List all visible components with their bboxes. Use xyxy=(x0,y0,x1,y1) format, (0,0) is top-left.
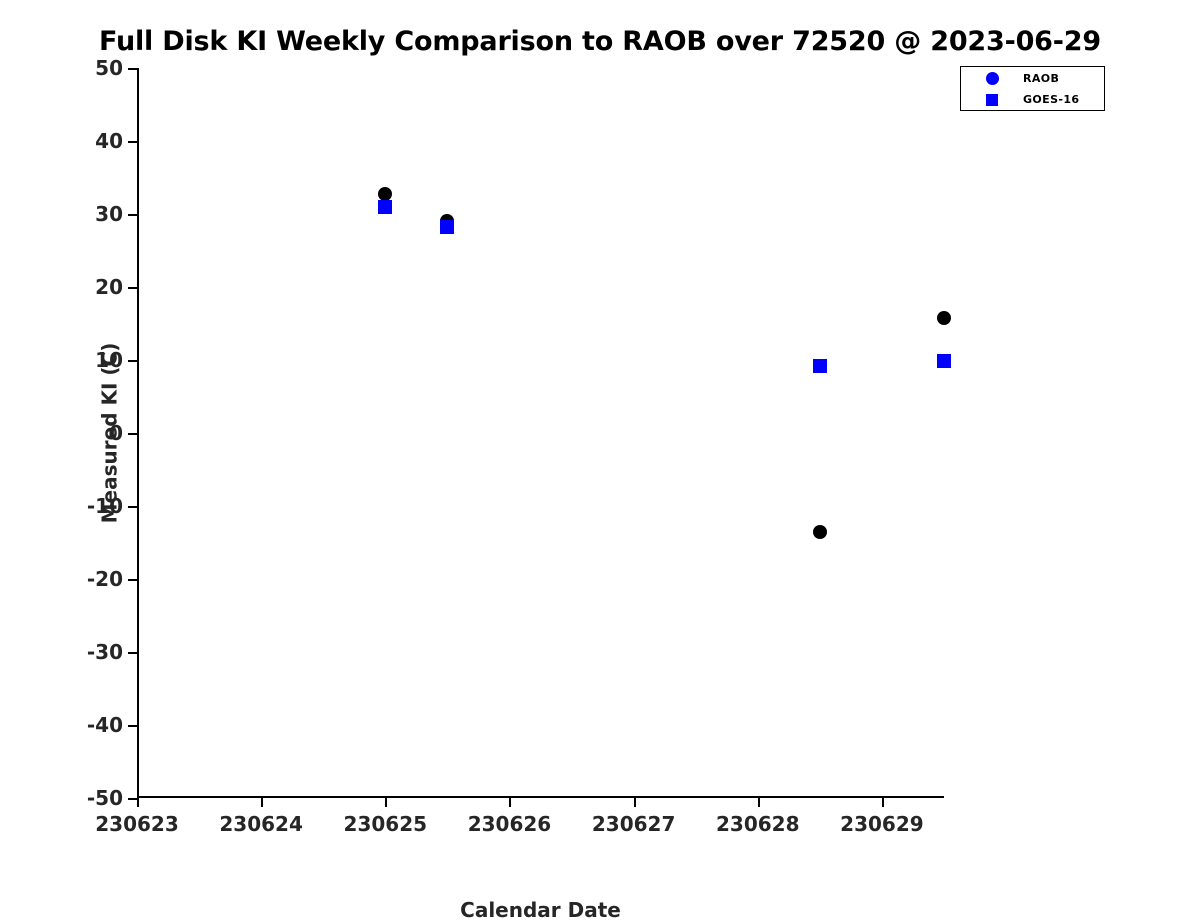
data-point-raob xyxy=(378,186,393,201)
y-tick-mark xyxy=(128,141,137,143)
page-title: Full Disk KI Weekly Comparison to RAOB o… xyxy=(99,26,1101,57)
y-axis-label: Measured KI (C) xyxy=(97,342,122,524)
y-tick-mark xyxy=(128,360,137,362)
y-tick-label: 30 xyxy=(95,202,123,226)
data-point-goes-16 xyxy=(378,199,393,214)
y-tick-mark xyxy=(128,287,137,289)
legend-item-goes-16[interactable]: GOES-16 xyxy=(961,89,1104,110)
legend-label: RAOB xyxy=(1023,72,1060,85)
x-tick-mark xyxy=(509,798,512,807)
x-tick-mark xyxy=(137,798,139,807)
y-tick-label: -40 xyxy=(86,713,123,737)
y-tick-label: -30 xyxy=(86,640,123,664)
legend[interactable]: RAOB GOES-16 xyxy=(960,66,1105,111)
y-tick-label: 10 xyxy=(95,348,123,372)
data-point-raob xyxy=(812,524,827,539)
legend-marker-container xyxy=(961,72,1023,85)
x-tick-label: 230623 xyxy=(95,812,179,836)
y-tick-label: -10 xyxy=(86,494,123,518)
y-tick-mark xyxy=(128,506,137,508)
legend-label: GOES-16 xyxy=(1023,93,1080,106)
data-point-goes-16 xyxy=(440,220,455,235)
data-point-raob xyxy=(937,310,951,325)
x-tick-mark xyxy=(385,798,388,807)
legend-circle-icon xyxy=(985,72,999,85)
y-tick-label: 0 xyxy=(109,421,123,445)
legend-marker-container xyxy=(961,93,1023,106)
data-point-goes-16 xyxy=(937,353,951,368)
x-axis-label: Calendar Date xyxy=(460,898,621,922)
x-tick-mark xyxy=(881,798,884,807)
chart-figure: Full Disk KI Weekly Comparison to RAOB o… xyxy=(87,26,1105,922)
y-tick-label: -50 xyxy=(86,786,123,810)
x-tick-mark xyxy=(757,798,760,807)
x-tick-label: 230628 xyxy=(716,812,800,836)
axis-frame xyxy=(137,68,944,798)
legend-item-raob[interactable]: RAOB xyxy=(961,68,1104,89)
y-tick-mark xyxy=(128,725,137,727)
legend-square-icon xyxy=(986,93,998,106)
x-tick-label: 230629 xyxy=(840,812,924,836)
y-tick-label: 40 xyxy=(95,129,123,153)
y-tick-mark xyxy=(128,214,137,216)
x-tick-label: 230625 xyxy=(343,812,428,836)
y-tick-mark xyxy=(128,68,137,70)
x-tick-mark xyxy=(633,798,636,807)
y-tick-mark xyxy=(128,652,137,654)
y-tick-label: 20 xyxy=(95,275,123,299)
y-tick-mark xyxy=(128,579,137,581)
x-tick-label: 230627 xyxy=(591,812,676,836)
y-tick-label: 50 xyxy=(95,56,123,80)
y-tick-mark xyxy=(128,798,137,800)
plot-area: 50 40 30 20 10 0 -10 -20 -30 -40 -50 230623 230624 2… xyxy=(87,56,951,922)
x-tick-label: 230626 xyxy=(467,812,552,836)
data-point-goes-16 xyxy=(812,358,827,373)
x-tick-label: 230624 xyxy=(219,812,303,836)
y-tick-label: -20 xyxy=(86,567,123,591)
y-tick-mark xyxy=(128,433,137,435)
x-tick-mark xyxy=(261,798,264,807)
